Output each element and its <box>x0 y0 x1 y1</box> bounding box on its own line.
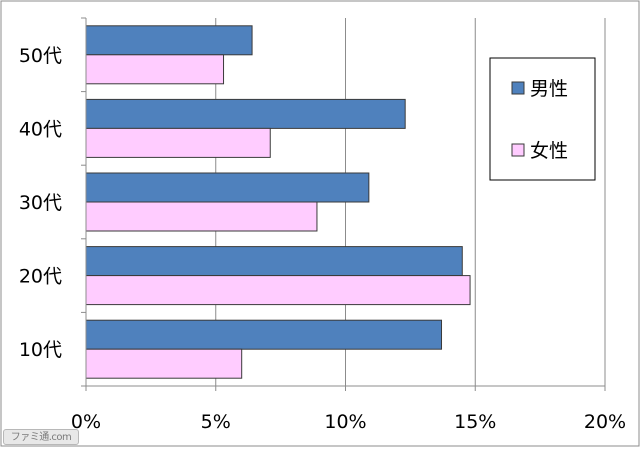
legend-label: 男性 <box>530 78 568 100</box>
x-tick-label: 10% <box>324 411 366 433</box>
bar-female <box>85 348 243 379</box>
category-label: 40代 <box>19 118 62 140</box>
bar-female <box>85 54 225 85</box>
category-label: 30代 <box>19 192 62 214</box>
category-label: 10代 <box>19 339 62 361</box>
bar-male <box>85 319 443 350</box>
legend-label: 女性 <box>530 140 568 162</box>
bars <box>85 25 471 379</box>
legend-swatch <box>511 143 525 157</box>
legend-swatch <box>511 81 525 95</box>
x-tick-label: 20% <box>584 411 626 433</box>
bar-male <box>85 25 253 56</box>
x-tick-label: 0% <box>71 411 101 433</box>
x-tick-label: 15% <box>454 411 496 433</box>
bar-female <box>85 201 318 232</box>
category-labels: 50代 40代 30代 20代 10代 <box>19 45 62 361</box>
legend-box <box>489 57 596 181</box>
bar-female <box>85 275 471 306</box>
watermark-logo: ファミ通.com <box>3 429 79 445</box>
axes <box>81 17 606 391</box>
category-label: 50代 <box>19 45 62 67</box>
bar-male <box>85 98 406 129</box>
x-tick-labels: 0% 5% 10% 15% 20% <box>71 411 626 433</box>
x-tick-label: 5% <box>201 411 231 433</box>
bar-female <box>85 127 271 158</box>
bar-male <box>85 172 370 203</box>
bar-male <box>85 246 463 277</box>
category-label: 20代 <box>19 266 62 288</box>
